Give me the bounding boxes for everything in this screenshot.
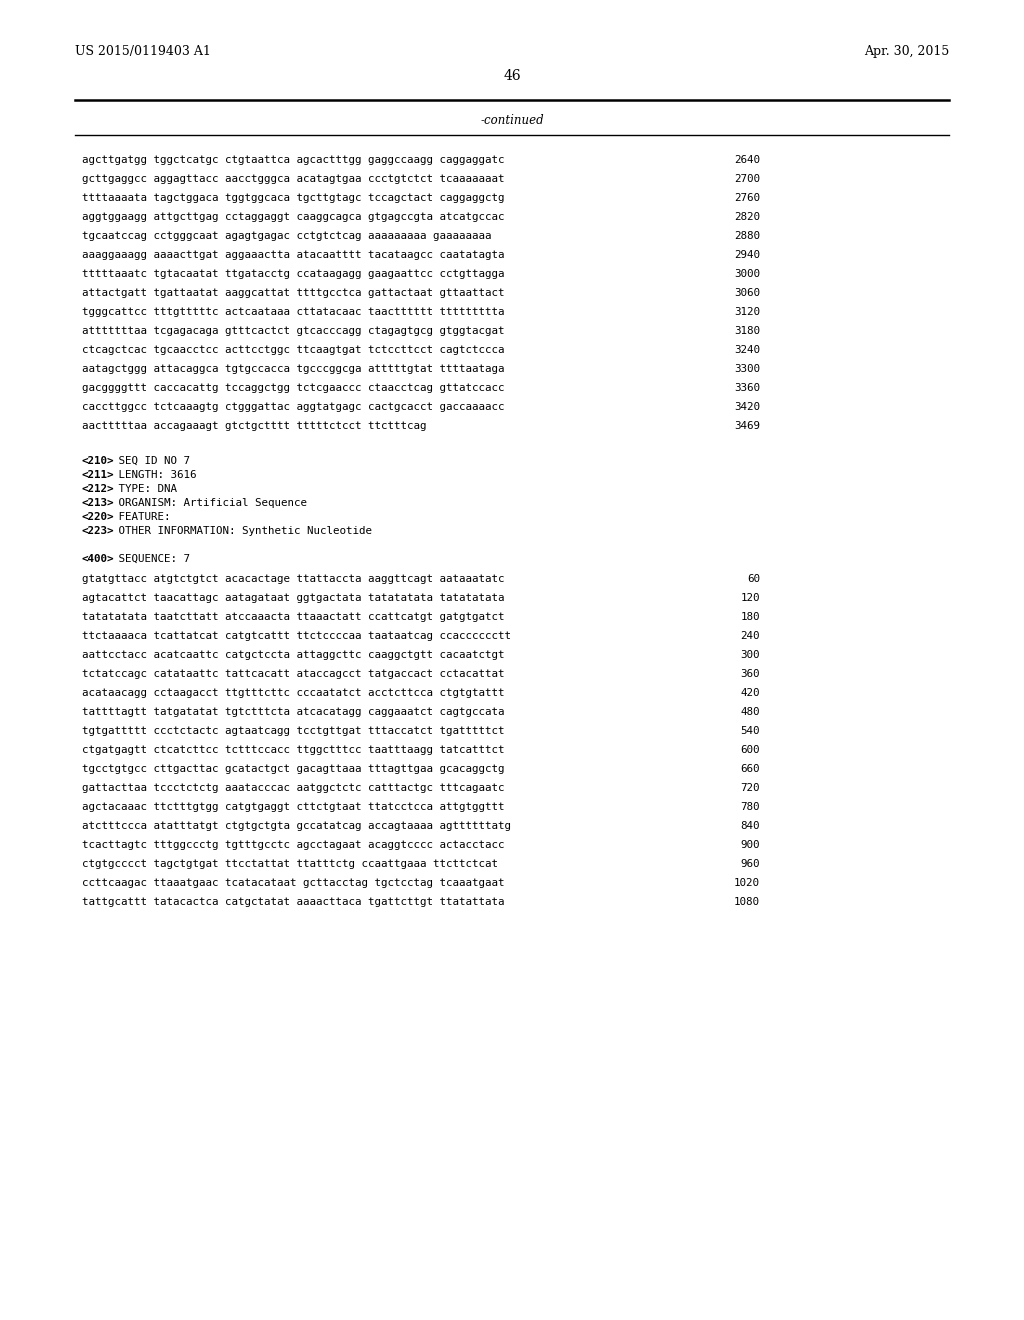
Text: 60: 60 [746,574,760,583]
Text: 780: 780 [740,803,760,812]
Text: tcacttagtc tttggccctg tgtttgcctc agcctagaat acaggtcccc actacctacc: tcacttagtc tttggccctg tgtttgcctc agcctag… [82,840,505,850]
Text: 3300: 3300 [734,364,760,374]
Text: ctgatgagtt ctcatcttcc tctttccacc ttggctttcc taatttaagg tatcatttct: ctgatgagtt ctcatcttcc tctttccacc ttggctt… [82,744,505,755]
Text: Apr. 30, 2015: Apr. 30, 2015 [864,45,949,58]
Text: 900: 900 [740,840,760,850]
Text: tattgcattt tatacactca catgctatat aaaacttaca tgattcttgt ttatattata: tattgcattt tatacactca catgctatat aaaactt… [82,898,505,907]
Text: <400>: <400> [82,554,115,564]
Text: <213>: <213> [82,498,115,508]
Text: 1080: 1080 [734,898,760,907]
Text: 3060: 3060 [734,288,760,298]
Text: aatagctggg attacaggca tgtgccacca tgcccggcga atttttgtat ttttaataga: aatagctggg attacaggca tgtgccacca tgcccgg… [82,364,505,374]
Text: FEATURE:: FEATURE: [112,512,171,521]
Text: agtacattct taacattagc aatagataat ggtgactata tatatatata tatatatata: agtacattct taacattagc aatagataat ggtgact… [82,593,505,603]
Text: LENGTH: 3616: LENGTH: 3616 [112,470,197,480]
Text: 600: 600 [740,744,760,755]
Text: 2820: 2820 [734,213,760,222]
Text: 300: 300 [740,649,760,660]
Text: caccttggcc tctcaaagtg ctgggattac aggtatgagc cactgcacct gaccaaaacc: caccttggcc tctcaaagtg ctgggattac aggtatg… [82,403,505,412]
Text: tgtgattttt ccctctactc agtaatcagg tcctgttgat tttaccatct tgatttttct: tgtgattttt ccctctactc agtaatcagg tcctgtt… [82,726,505,737]
Text: ORGANISM: Artificial Sequence: ORGANISM: Artificial Sequence [112,498,307,508]
Text: -continued: -continued [480,114,544,127]
Text: tgggcattcc tttgtttttc actcaataaa cttatacaac taactttttt ttttttttta: tgggcattcc tttgtttttc actcaataaa cttatac… [82,308,505,317]
Text: tttttaaatc tgtacaatat ttgatacctg ccataagagg gaagaattcc cctgttagga: tttttaaatc tgtacaatat ttgatacctg ccataag… [82,269,505,279]
Text: US 2015/0119403 A1: US 2015/0119403 A1 [75,45,211,58]
Text: 3469: 3469 [734,421,760,432]
Text: 3000: 3000 [734,269,760,279]
Text: atctttccca atatttatgt ctgtgctgta gccatatcag accagtaaaa agttttttatg: atctttccca atatttatgt ctgtgctgta gccatat… [82,821,511,832]
Text: agcttgatgg tggctcatgc ctgtaattca agcactttgg gaggccaagg caggaggatc: agcttgatgg tggctcatgc ctgtaattca agcactt… [82,154,505,165]
Text: SEQUENCE: 7: SEQUENCE: 7 [112,554,190,564]
Text: ccttcaagac ttaaatgaac tcatacataat gcttacctag tgctcctag tcaaatgaat: ccttcaagac ttaaatgaac tcatacataat gcttac… [82,878,505,888]
Text: ttctaaaaca tcattatcat catgtcattt ttctccccaa taataatcag ccacccccctt: ttctaaaaca tcattatcat catgtcattt ttctccc… [82,631,511,642]
Text: 2880: 2880 [734,231,760,242]
Text: 2640: 2640 [734,154,760,165]
Text: 480: 480 [740,708,760,717]
Text: 46: 46 [503,69,521,83]
Text: ttttaaaata tagctggaca tggtggcaca tgcttgtagc tccagctact caggaggctg: ttttaaaata tagctggaca tggtggcaca tgcttgt… [82,193,505,203]
Text: tgcaatccag cctgggcaat agagtgagac cctgtctcag aaaaaaaaa gaaaaaaaa: tgcaatccag cctgggcaat agagtgagac cctgtct… [82,231,492,242]
Text: 3120: 3120 [734,308,760,317]
Text: atttttttaa tcgagacaga gtttcactct gtcacccagg ctagagtgcg gtggtacgat: atttttttaa tcgagacaga gtttcactct gtcaccc… [82,326,505,337]
Text: gcttgaggcc aggagttacc aacctgggca acatagtgaa ccctgtctct tcaaaaaaat: gcttgaggcc aggagttacc aacctgggca acatagt… [82,174,505,183]
Text: 3240: 3240 [734,345,760,355]
Text: 2700: 2700 [734,174,760,183]
Text: 420: 420 [740,688,760,698]
Text: 840: 840 [740,821,760,832]
Text: <212>: <212> [82,484,115,494]
Text: 2940: 2940 [734,249,760,260]
Text: 660: 660 [740,764,760,774]
Text: 180: 180 [740,612,760,622]
Text: 1020: 1020 [734,878,760,888]
Text: tctatccagc catataattc tattcacatt ataccagcct tatgaccact cctacattat: tctatccagc catataattc tattcacatt ataccag… [82,669,505,678]
Text: 120: 120 [740,593,760,603]
Text: gattacttaa tccctctctg aaatacccac aatggctctc catttactgc tttcagaatc: gattacttaa tccctctctg aaatacccac aatggct… [82,783,505,793]
Text: <211>: <211> [82,470,115,480]
Text: acataacagg cctaagacct ttgtttcttc cccaatatct acctcttcca ctgtgtattt: acataacagg cctaagacct ttgtttcttc cccaata… [82,688,505,698]
Text: aaaggaaagg aaaacttgat aggaaactta atacaatttt tacataagcc caatatagta: aaaggaaagg aaaacttgat aggaaactta atacaat… [82,249,505,260]
Text: 2760: 2760 [734,193,760,203]
Text: 720: 720 [740,783,760,793]
Text: <210>: <210> [82,455,115,466]
Text: <223>: <223> [82,525,115,536]
Text: agctacaaac ttctttgtgg catgtgaggt cttctgtaat ttatcctcca attgtggttt: agctacaaac ttctttgtgg catgtgaggt cttctgt… [82,803,505,812]
Text: ctgtgcccct tagctgtgat ttcctattat ttatttctg ccaattgaaa ttcttctcat: ctgtgcccct tagctgtgat ttcctattat ttatttc… [82,859,498,869]
Text: 360: 360 [740,669,760,678]
Text: aggtggaagg attgcttgag cctaggaggt caaggcagca gtgagccgta atcatgccac: aggtggaagg attgcttgag cctaggaggt caaggca… [82,213,505,222]
Text: 3180: 3180 [734,326,760,337]
Text: gacggggttt caccacattg tccaggctgg tctcgaaccc ctaacctcag gttatccacc: gacggggttt caccacattg tccaggctgg tctcgaa… [82,383,505,393]
Text: OTHER INFORMATION: Synthetic Nucleotide: OTHER INFORMATION: Synthetic Nucleotide [112,525,372,536]
Text: tattttagtt tatgatatat tgtctttcta atcacatagg caggaaatct cagtgccata: tattttagtt tatgatatat tgtctttcta atcacat… [82,708,505,717]
Text: 3360: 3360 [734,383,760,393]
Text: 240: 240 [740,631,760,642]
Text: attactgatt tgattaatat aaggcattat ttttgcctca gattactaat gttaattact: attactgatt tgattaatat aaggcattat ttttgcc… [82,288,505,298]
Text: SEQ ID NO 7: SEQ ID NO 7 [112,455,190,466]
Text: tgcctgtgcc cttgacttac gcatactgct gacagttaaa tttagttgaa gcacaggctg: tgcctgtgcc cttgacttac gcatactgct gacagtt… [82,764,505,774]
Text: <220>: <220> [82,512,115,521]
Text: tatatatata taatcttatt atccaaacta ttaaactatt ccattcatgt gatgtgatct: tatatatata taatcttatt atccaaacta ttaaact… [82,612,505,622]
Text: ctcagctcac tgcaacctcc acttcctggc ttcaagtgat tctccttcct cagtctccca: ctcagctcac tgcaacctcc acttcctggc ttcaagt… [82,345,505,355]
Text: TYPE: DNA: TYPE: DNA [112,484,177,494]
Text: 960: 960 [740,859,760,869]
Text: 3420: 3420 [734,403,760,412]
Text: aactttttaa accagaaagt gtctgctttt tttttctcct ttctttcag: aactttttaa accagaaagt gtctgctttt tttttct… [82,421,427,432]
Text: 540: 540 [740,726,760,737]
Text: gtatgttacc atgtctgtct acacactage ttattaccta aaggttcagt aataaatatc: gtatgttacc atgtctgtct acacactage ttattac… [82,574,505,583]
Text: aattcctacc acatcaattc catgctccta attaggcttc caaggctgtt cacaatctgt: aattcctacc acatcaattc catgctccta attaggc… [82,649,505,660]
